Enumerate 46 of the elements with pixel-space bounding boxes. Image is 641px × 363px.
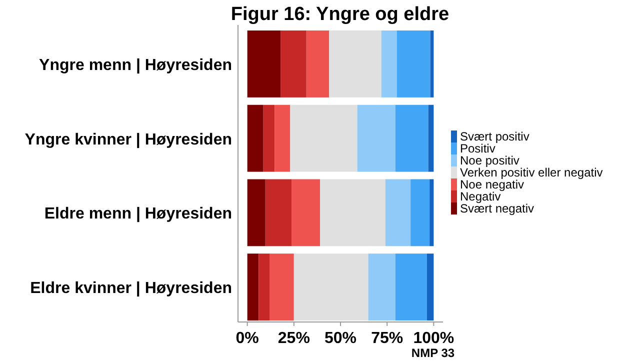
y-tick-label: Eldre menn | Høyresiden — [44, 206, 232, 223]
bar — [258, 254, 270, 321]
bar — [247, 254, 259, 321]
bar — [270, 254, 294, 321]
bar — [368, 254, 396, 321]
bar — [247, 104, 264, 172]
bar — [396, 30, 430, 98]
bar — [381, 30, 397, 98]
legend-label: Noe negativ — [460, 178, 524, 192]
bar — [329, 30, 382, 98]
bar — [280, 30, 306, 98]
legend-label: Negativ — [460, 190, 501, 204]
y-tick-label: Yngre menn | Høyresiden — [39, 56, 232, 74]
bar — [428, 104, 434, 172]
chart-title: Figur 16: Yngre og eldre — [230, 4, 450, 25]
bar — [290, 104, 358, 172]
legend-label: Verken positiv eller negativ — [460, 166, 603, 180]
x-tick-label: 25% — [278, 330, 310, 347]
legend-label: Positiv — [460, 142, 496, 156]
bar — [306, 30, 330, 98]
bar — [395, 254, 427, 321]
bar — [395, 104, 428, 172]
bar — [294, 254, 368, 321]
x-tick-label: 75% — [371, 330, 404, 347]
x-tick-label: 50% — [324, 330, 357, 347]
y-tick-label: Yngre kvinner | Høyresiden — [24, 131, 232, 148]
legend-label: Noe positiv — [460, 154, 520, 168]
text: NMP 33 — [411, 346, 455, 360]
bar — [274, 104, 290, 172]
x-tick-label: 100% — [413, 330, 454, 347]
bar — [265, 179, 292, 246]
bar — [320, 179, 386, 246]
bar — [263, 104, 275, 172]
y-tick-label: Eldre kvinner | Høyresiden — [30, 280, 232, 298]
bar — [430, 179, 434, 246]
bar — [430, 30, 434, 98]
bar — [292, 179, 320, 246]
legend-label: Svært negativ — [460, 202, 534, 216]
bar — [357, 104, 396, 172]
bar — [247, 179, 266, 246]
bar — [385, 179, 411, 246]
legend-label: Svært positiv — [460, 130, 530, 144]
bar — [410, 179, 430, 246]
x-tick-label: 0% — [236, 330, 259, 347]
bar — [426, 254, 434, 321]
bar — [247, 30, 281, 98]
